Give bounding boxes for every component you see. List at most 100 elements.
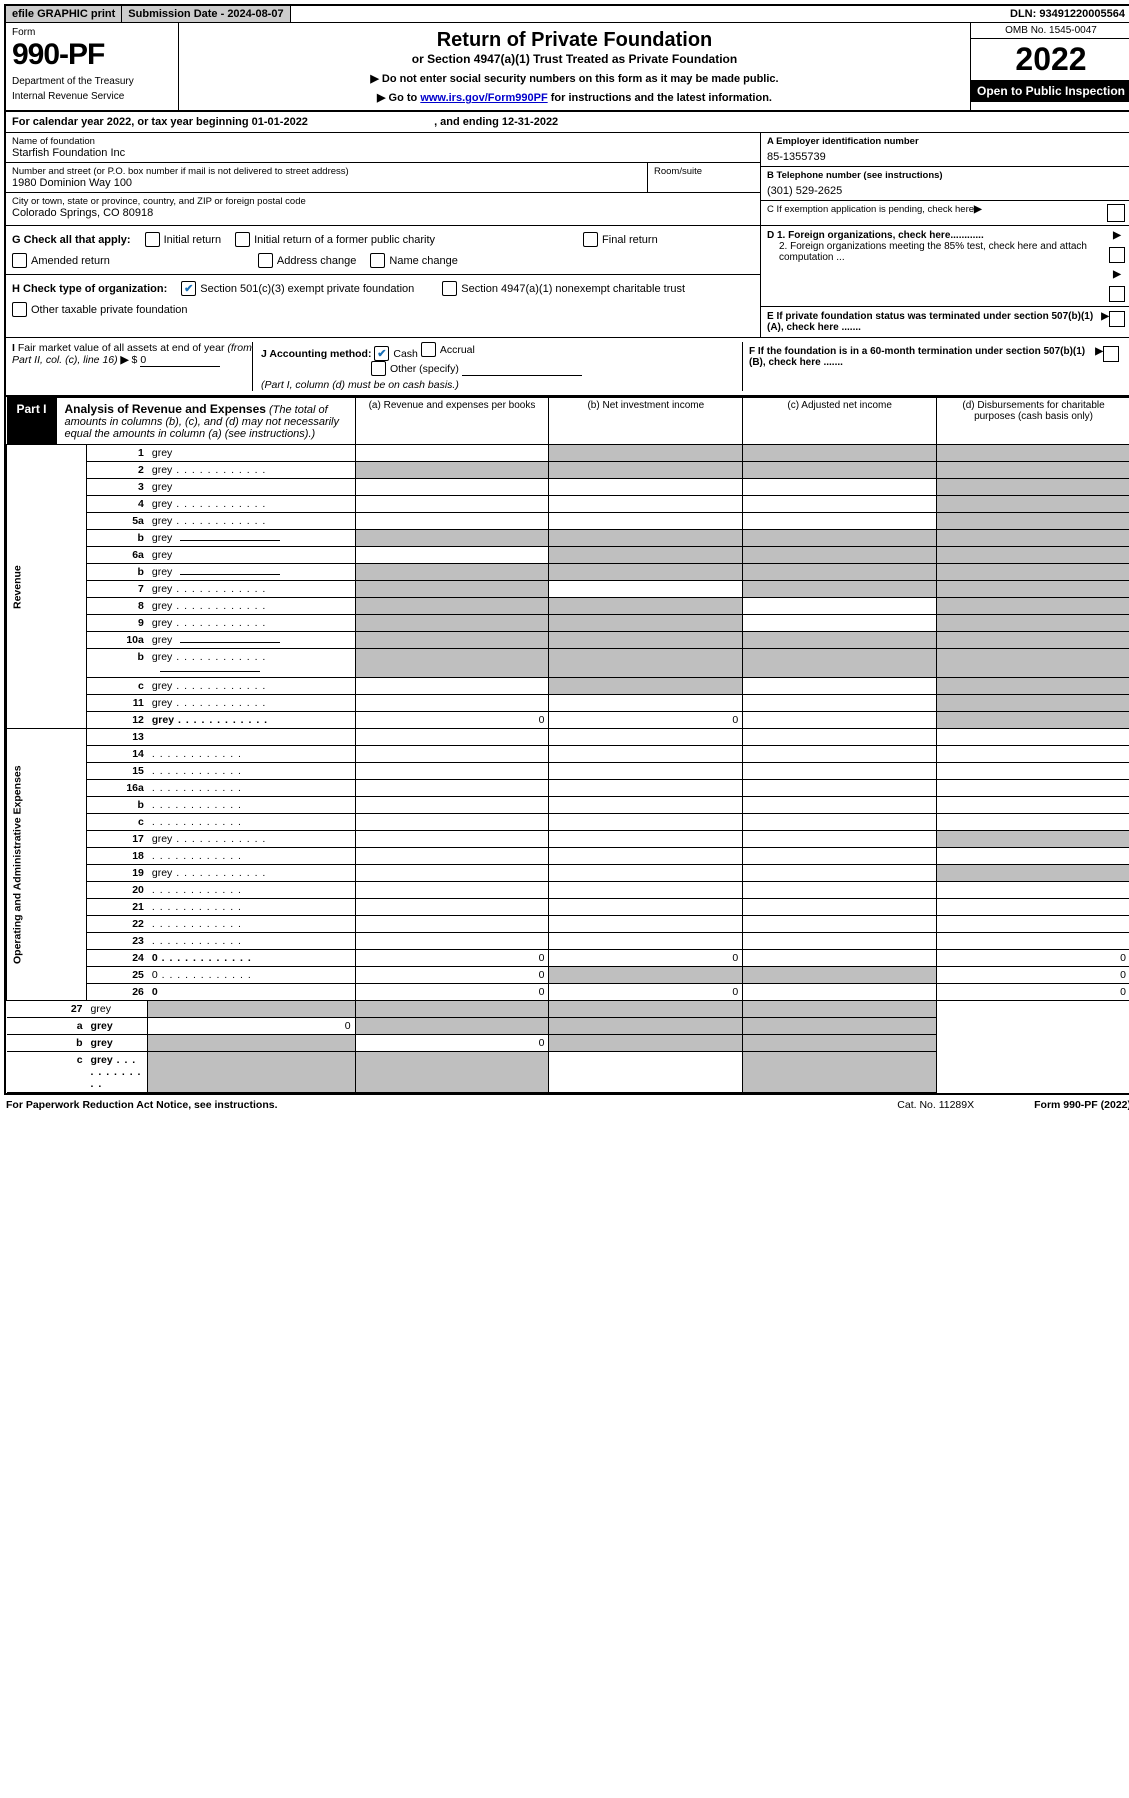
value-cell	[743, 695, 937, 712]
row-number: 10a	[87, 632, 148, 649]
g-amended[interactable]: Amended return	[12, 253, 110, 268]
h-other[interactable]: Other taxable private foundation	[12, 302, 188, 317]
row-number: b	[87, 797, 148, 814]
f-label: F If the foundation is in a 60-month ter…	[749, 346, 1095, 368]
col-b-header: (b) Net investment income	[549, 398, 743, 445]
row-desc: grey	[87, 1018, 148, 1035]
value-cell	[937, 479, 1129, 496]
row-number: c	[87, 814, 148, 831]
arrow-icon: ▶	[1095, 346, 1103, 357]
value-cell	[355, 479, 549, 496]
table-row: 8grey	[7, 598, 1129, 615]
value-cell	[937, 916, 1129, 933]
phone-cell: B Telephone number (see instructions) (3…	[761, 167, 1129, 201]
row-number: a	[7, 1018, 87, 1035]
table-row: 7grey	[7, 581, 1129, 598]
j-cash[interactable]: Cash	[374, 346, 418, 361]
value-cell	[743, 479, 937, 496]
row-desc	[148, 763, 355, 780]
goto-pre: ▶ Go to	[377, 92, 420, 104]
table-row: 9grey	[7, 615, 1129, 632]
d1-checkbox[interactable]	[1109, 247, 1125, 263]
h-501c3[interactable]: Section 501(c)(3) exempt private foundat…	[181, 281, 414, 296]
value-cell	[937, 797, 1129, 814]
value-cell	[355, 916, 549, 933]
j-label: J Accounting method:	[261, 348, 371, 360]
table-row: 260000	[7, 984, 1129, 1001]
d1-label: D 1. Foreign organizations, check here..…	[767, 230, 1109, 241]
name-cell: Name of foundation Starfish Foundation I…	[6, 133, 760, 163]
value-cell	[148, 1001, 355, 1018]
d2-checkbox[interactable]	[1109, 286, 1125, 302]
g-initial-former[interactable]: Initial return of a former public charit…	[235, 232, 435, 247]
table-row: 15	[7, 763, 1129, 780]
row-number: 9	[87, 615, 148, 632]
cat-no: Cat. No. 11289X	[897, 1099, 974, 1111]
g-final[interactable]: Final return	[583, 232, 658, 247]
arrow-icon: ▶	[1113, 269, 1121, 280]
value-cell	[937, 649, 1129, 678]
value-cell: 0	[937, 984, 1129, 1001]
value-cell	[937, 882, 1129, 899]
addr-label: Number and street (or P.O. box number if…	[12, 166, 641, 177]
g-initial[interactable]: Initial return	[145, 232, 221, 247]
row-desc: grey	[148, 462, 355, 479]
section-side-label: Revenue	[7, 445, 87, 729]
g-address[interactable]: Address change	[258, 253, 357, 268]
value-cell	[743, 984, 937, 1001]
value-cell	[355, 831, 549, 848]
h-4947[interactable]: Section 4947(a)(1) nonexempt charitable …	[442, 281, 685, 296]
efile-label[interactable]: efile GRAPHIC print	[6, 6, 122, 22]
value-cell	[355, 513, 549, 530]
value-cell	[355, 1001, 549, 1018]
c-cell: C If exemption application is pending, c…	[761, 201, 1129, 225]
part1-table: Part I Analysis of Revenue and Expenses …	[6, 397, 1129, 1093]
row-number: 21	[87, 899, 148, 916]
value-cell	[549, 797, 743, 814]
value-cell	[549, 649, 743, 678]
calendar-year-row: For calendar year 2022, or tax year begi…	[6, 112, 1129, 133]
value-cell	[937, 547, 1129, 564]
g-name[interactable]: Name change	[370, 253, 458, 268]
phone-value: (301) 529-2625	[767, 185, 1125, 197]
value-cell	[355, 530, 549, 547]
value-cell	[743, 763, 937, 780]
table-row: 10agrey	[7, 632, 1129, 649]
irs-link[interactable]: www.irs.gov/Form990PF	[420, 92, 547, 104]
period-begin: 01-01-2022	[252, 116, 308, 128]
i-block: I Fair market value of all assets at end…	[12, 342, 252, 391]
row-number: 15	[87, 763, 148, 780]
c-checkbox[interactable]	[1107, 204, 1125, 222]
value-cell	[549, 746, 743, 763]
d2-label: 2. Foreign organizations meeting the 85%…	[767, 241, 1109, 263]
value-cell	[549, 462, 743, 479]
row-number: c	[7, 1052, 87, 1093]
value-cell	[937, 746, 1129, 763]
street-address: 1980 Dominion Way 100	[12, 177, 641, 189]
value-cell	[355, 695, 549, 712]
room-label: Room/suite	[654, 166, 754, 177]
value-cell: 0	[355, 967, 549, 984]
j-block: J Accounting method: Cash Accrual Other …	[252, 342, 742, 391]
value-cell	[549, 882, 743, 899]
value-cell	[743, 496, 937, 513]
fmv-value: 0	[140, 354, 220, 367]
e-checkbox[interactable]	[1109, 311, 1125, 327]
row-desc	[148, 916, 355, 933]
i-j-row: I Fair market value of all assets at end…	[6, 338, 1129, 397]
form-subtitle: or Section 4947(a)(1) Trust Treated as P…	[185, 52, 964, 66]
table-row: bgrey0	[7, 1035, 1129, 1052]
value-cell	[355, 882, 549, 899]
j-note: (Part I, column (d) must be on cash basi…	[261, 379, 459, 391]
j-other[interactable]: Other (specify)	[371, 361, 459, 376]
table-row: bgrey	[7, 649, 1129, 678]
value-cell	[549, 848, 743, 865]
form-title: Return of Private Foundation	[185, 29, 964, 52]
f-checkbox[interactable]	[1103, 346, 1119, 362]
row-desc: 0	[148, 984, 355, 1001]
value-cell	[743, 1052, 937, 1093]
row-number: 19	[87, 865, 148, 882]
value-cell	[937, 865, 1129, 882]
value-cell	[937, 445, 1129, 462]
j-accrual[interactable]: Accrual	[421, 342, 475, 357]
